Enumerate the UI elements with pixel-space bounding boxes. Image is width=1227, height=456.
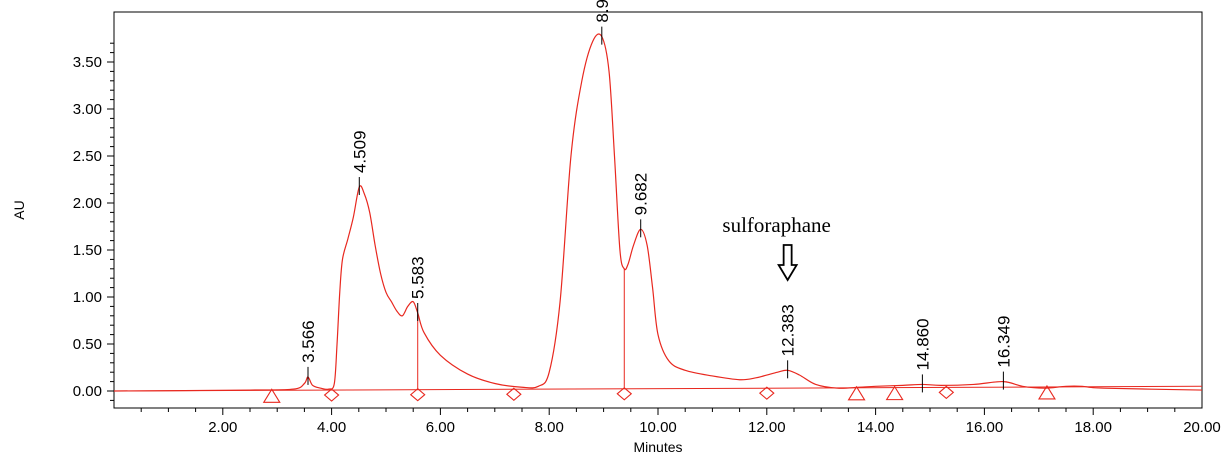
peak-label: 4.509 xyxy=(350,130,369,173)
plot-frame xyxy=(113,11,1203,409)
y-axis: 0.00 0.50 1.00 1.50 2.00 2.50 3.00 3.50 xyxy=(73,42,114,401)
peak-label: 3.566 xyxy=(299,320,318,363)
down-arrow-icon xyxy=(777,244,799,282)
diamond-marker xyxy=(409,387,426,402)
x-tick-label: 4.00 xyxy=(317,419,346,436)
x-tick-label: 14.00 xyxy=(857,419,895,436)
peak-label: 12.383 xyxy=(779,304,798,356)
triangle-marker xyxy=(885,385,904,401)
baseline-line xyxy=(113,385,1203,392)
y-tick-label: 2.00 xyxy=(73,195,102,212)
x-tick-label: 12.00 xyxy=(748,419,786,436)
x-tick-label: 2.00 xyxy=(208,419,237,436)
diamond-marker xyxy=(505,387,522,401)
y-tick-label: 0.00 xyxy=(73,383,102,400)
y-tick-label: 3.00 xyxy=(73,101,102,118)
y-tick-label: 3.50 xyxy=(73,54,102,71)
integration-markers xyxy=(262,384,1056,403)
x-axis-title: Minutes xyxy=(633,439,682,455)
peak-label: 8.967 xyxy=(593,0,612,23)
x-axis: 2.00 4.00 6.00 8.00 10.00 12.00 14.00 16.00 18.0… xyxy=(140,408,1221,436)
y-axis-title: AU xyxy=(11,200,27,219)
annotation-text: sulforaphane xyxy=(722,213,830,237)
y-tick-label: 2.50 xyxy=(73,148,102,165)
x-tick-label: 10.00 xyxy=(639,419,677,436)
peak-label: 9.682 xyxy=(632,173,651,216)
peak-label: 14.860 xyxy=(913,318,932,370)
x-tick-label: 20.00 xyxy=(1183,419,1221,436)
baseline xyxy=(113,385,1203,392)
x-tick-label: 18.00 xyxy=(1074,419,1112,436)
sulforaphane-annotation: sulforaphane xyxy=(722,213,831,282)
y-tick-label: 1.50 xyxy=(73,242,102,259)
diamond-marker xyxy=(616,387,633,401)
y-tick-label: 0.50 xyxy=(73,336,102,353)
x-tick-label: 8.00 xyxy=(535,419,564,436)
diamond-marker xyxy=(938,385,955,400)
x-tick-label: 6.00 xyxy=(426,419,455,436)
triangle-marker xyxy=(262,388,281,403)
peak-label: 16.349 xyxy=(994,316,1013,368)
peak-labels: 3.566 4.509 5.583 8.967 9.682 12.383 14.860 16.… xyxy=(299,0,1013,393)
diamond-marker xyxy=(758,386,775,400)
triangle-marker xyxy=(847,385,866,401)
y-tick-label: 1.00 xyxy=(73,289,102,306)
peak-label: 5.583 xyxy=(409,256,428,299)
x-tick-label: 16.00 xyxy=(966,419,1004,436)
trace-layer xyxy=(113,33,1203,392)
triangle-marker xyxy=(1037,384,1056,400)
chromatogram-trace xyxy=(113,33,1203,392)
diamond-marker xyxy=(323,388,340,402)
peak-drop-lines xyxy=(417,268,625,390)
